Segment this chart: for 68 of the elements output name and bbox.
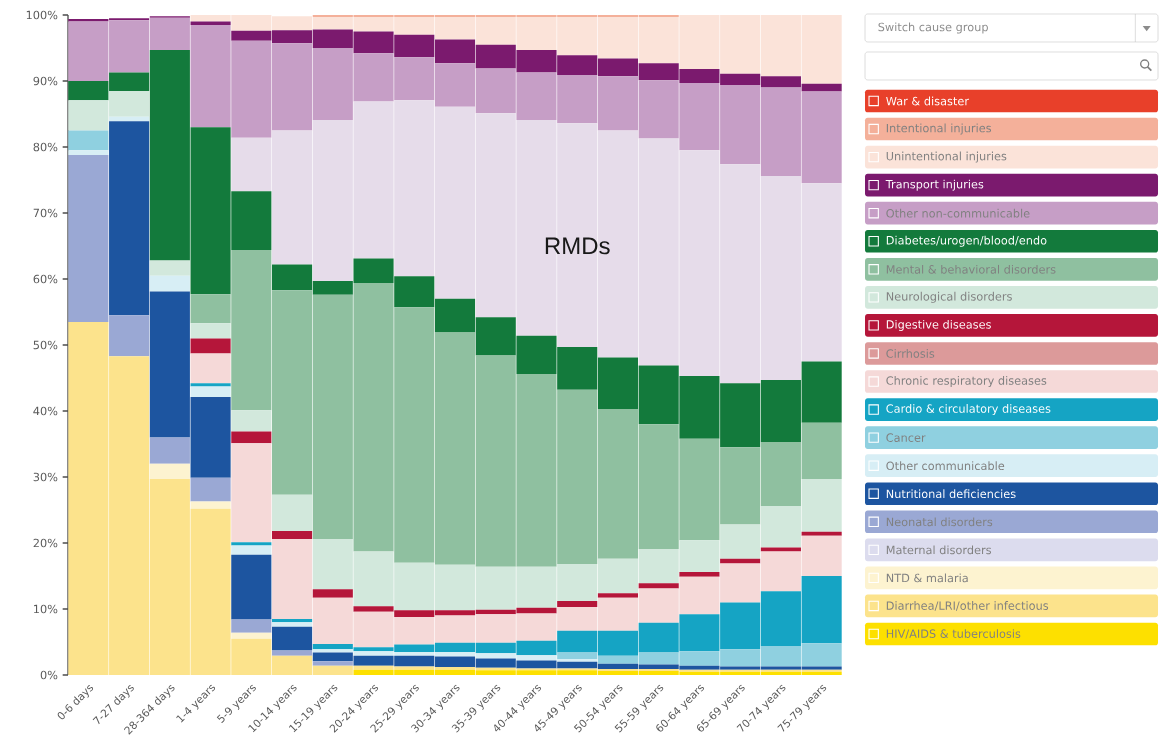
annotation: RMDs bbox=[545, 237, 610, 255]
bar bbox=[272, 618, 313, 623]
legend-label: Nutritional deficiencies bbox=[886, 489, 1016, 499]
legend-label: Other communicable bbox=[886, 461, 1005, 471]
bar bbox=[272, 626, 313, 651]
bar bbox=[312, 589, 353, 598]
legend-label: Diabetes/urogen/blood/endo bbox=[886, 235, 1047, 247]
bar bbox=[190, 383, 231, 387]
bar bbox=[679, 572, 720, 577]
bar bbox=[638, 583, 679, 589]
legend-label: Other non-communicable bbox=[886, 208, 1030, 218]
y-tick-label: 60% bbox=[33, 274, 58, 284]
bar bbox=[190, 338, 231, 354]
bar bbox=[231, 619, 272, 633]
bar bbox=[68, 130, 109, 151]
bar bbox=[190, 353, 231, 384]
bar bbox=[557, 601, 598, 607]
bar bbox=[190, 323, 231, 339]
bar bbox=[231, 632, 272, 639]
legend-label: Diarrhea/LRI/other infectious bbox=[886, 601, 1049, 611]
legend-label: Transport injuries bbox=[885, 179, 984, 191]
y-tick-label: 70% bbox=[33, 208, 58, 218]
bar bbox=[272, 494, 313, 532]
legend-label: Mental & behavioral disorders bbox=[886, 264, 1056, 274]
legend-label: Cirrhosis bbox=[886, 349, 935, 358]
bar bbox=[190, 386, 231, 398]
bar bbox=[190, 501, 231, 509]
bar bbox=[597, 593, 639, 598]
y-tick-label: 40% bbox=[33, 406, 58, 416]
bar bbox=[190, 21, 231, 25]
bar bbox=[190, 477, 231, 502]
legend-label: Neurological disorders bbox=[886, 291, 1012, 303]
legend-label: NTD & malaria bbox=[886, 573, 968, 583]
legend-label: Maternal disorders bbox=[886, 545, 992, 555]
legend-label: Cardio & circulatory diseases bbox=[886, 404, 1051, 416]
y-tick-label: 0% bbox=[40, 670, 58, 680]
y-tick-label: 30% bbox=[33, 472, 58, 482]
bar bbox=[68, 150, 109, 155]
bar bbox=[149, 275, 190, 292]
bar bbox=[760, 547, 801, 552]
bar bbox=[272, 622, 313, 627]
legend-label: Neonatal disorders bbox=[886, 517, 993, 527]
y-tick-label: 50% bbox=[33, 340, 58, 350]
bar bbox=[149, 260, 190, 276]
bar bbox=[272, 531, 313, 540]
bar bbox=[801, 531, 842, 536]
bar bbox=[231, 554, 272, 620]
text: Switch cause group bbox=[878, 22, 988, 34]
bar bbox=[312, 661, 353, 666]
legend-label: HIV/AIDS & tuberculosis bbox=[886, 629, 1021, 639]
bar bbox=[272, 650, 313, 656]
bar bbox=[231, 410, 272, 432]
bar bbox=[149, 463, 190, 479]
legend-label: Chronic respiratory diseases bbox=[886, 376, 1047, 388]
bar bbox=[231, 542, 272, 546]
bar bbox=[231, 431, 272, 444]
y-tick-label: 10% bbox=[34, 604, 58, 614]
legend-label: Cancer bbox=[886, 433, 926, 442]
y-tick-label: 100% bbox=[26, 10, 58, 20]
legend-label: Unintentional injuries bbox=[886, 151, 1007, 163]
y-tick-label: 20% bbox=[33, 538, 58, 548]
legend-label: War & disaster bbox=[886, 96, 970, 106]
legend-label: Intentional injuries bbox=[886, 123, 992, 135]
y-tick-label: 80% bbox=[33, 142, 58, 152]
legend-label: Digestive diseases bbox=[886, 319, 991, 331]
bar bbox=[231, 545, 272, 555]
bar bbox=[149, 437, 190, 464]
y-tick-label: 90% bbox=[33, 76, 58, 86]
